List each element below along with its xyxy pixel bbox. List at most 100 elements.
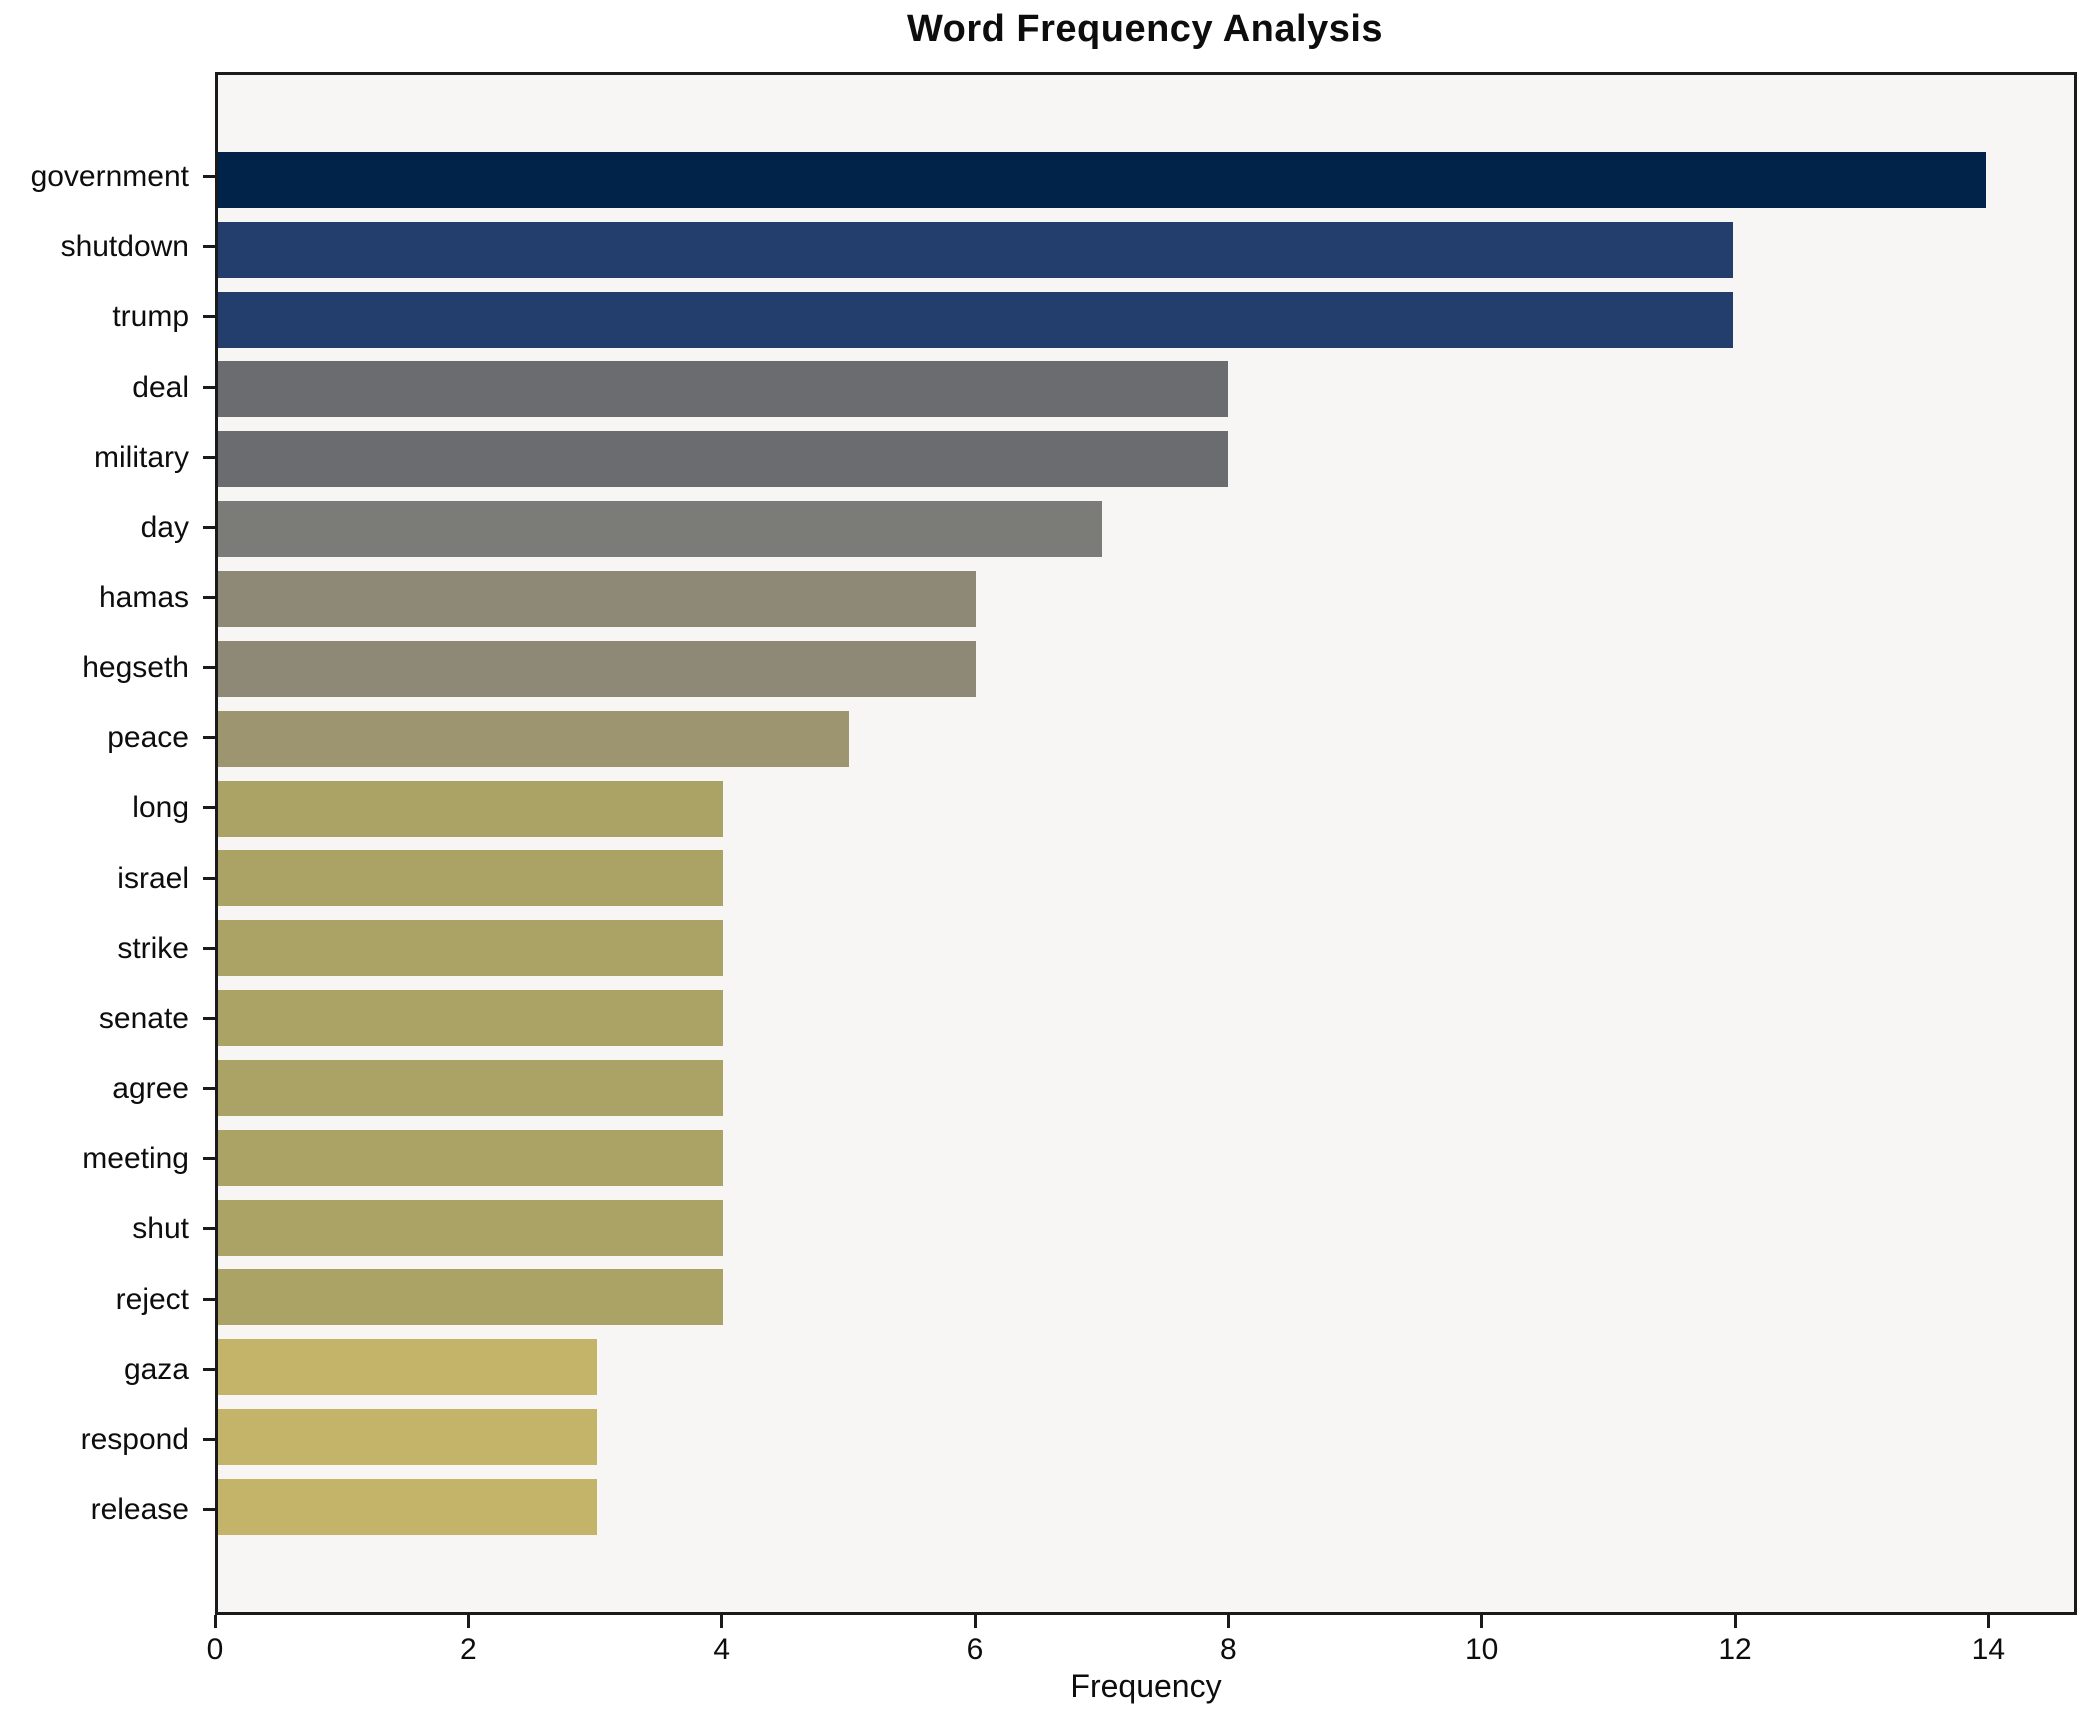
y-label-row: shutdown bbox=[0, 212, 215, 282]
bar-release bbox=[218, 1478, 597, 1535]
y-tick-mark bbox=[203, 1157, 215, 1161]
y-label-row: meeting bbox=[0, 1124, 215, 1194]
y-tick-label-agree: agree bbox=[112, 1072, 189, 1106]
x-tick-label-8: 8 bbox=[1219, 1633, 1237, 1666]
bar-hegseth bbox=[218, 640, 976, 697]
bar-row bbox=[218, 424, 2074, 494]
bar-long bbox=[218, 780, 724, 837]
x-tick-label-2: 2 bbox=[459, 1633, 477, 1666]
y-tick-label-trump: trump bbox=[112, 300, 189, 334]
y-tick-mark bbox=[203, 385, 215, 389]
y-tick-mark bbox=[203, 1087, 215, 1091]
y-label-row: reject bbox=[0, 1265, 215, 1335]
y-tick-label-government: government bbox=[30, 160, 189, 194]
bar-row bbox=[218, 564, 2074, 634]
bar-row bbox=[218, 843, 2074, 913]
x-tick-mark bbox=[466, 1615, 470, 1628]
y-tick-label-reject: reject bbox=[115, 1282, 189, 1316]
y-tick-label-shutdown: shutdown bbox=[60, 230, 189, 264]
bar-shut bbox=[218, 1199, 724, 1256]
bar-row bbox=[218, 774, 2074, 844]
bar-row bbox=[218, 1332, 2074, 1402]
y-tick-label-meeting: meeting bbox=[82, 1142, 189, 1176]
y-tick-label-peace: peace bbox=[107, 721, 189, 755]
bar-strike bbox=[218, 920, 724, 977]
bar-row bbox=[218, 634, 2074, 704]
y-tick-mark bbox=[203, 455, 215, 459]
y-label-row: day bbox=[0, 493, 215, 563]
x-tick-mark bbox=[1480, 1615, 1484, 1628]
bar-government bbox=[218, 151, 1986, 208]
y-label-row: shut bbox=[0, 1194, 215, 1264]
y-tick-mark bbox=[203, 1016, 215, 1020]
bars-layer bbox=[218, 75, 2074, 1612]
y-label-row: government bbox=[0, 142, 215, 212]
bar-shutdown bbox=[218, 221, 1734, 278]
y-tick-label-shut: shut bbox=[132, 1212, 189, 1246]
bar-row bbox=[218, 285, 2074, 355]
y-tick-label-hegseth: hegseth bbox=[82, 651, 189, 685]
y-tick-label-strike: strike bbox=[117, 931, 189, 965]
bar-row bbox=[218, 355, 2074, 425]
bar-row bbox=[218, 1193, 2074, 1263]
x-axis-title: Frequency bbox=[1070, 1668, 1222, 1704]
y-tick-mark bbox=[203, 666, 215, 670]
x-tick-mark bbox=[720, 1615, 724, 1628]
y-label-row: hegseth bbox=[0, 633, 215, 703]
y-tick-mark bbox=[203, 1297, 215, 1301]
x-tick-label-0: 0 bbox=[206, 1633, 224, 1666]
bar-reject bbox=[218, 1269, 724, 1326]
bar-gaza bbox=[218, 1339, 597, 1396]
x-tick-mark bbox=[1226, 1615, 1230, 1628]
bar-row bbox=[218, 1402, 2074, 1472]
y-label-row: release bbox=[0, 1475, 215, 1545]
bar-day bbox=[218, 501, 1102, 558]
x-axis: 0 2 4 6 8 10 12 14 bbox=[207, 1615, 2077, 1685]
x-tick-label-12: 12 bbox=[1718, 1633, 1752, 1666]
y-label-row: hamas bbox=[0, 563, 215, 633]
y-tick-label-release: release bbox=[90, 1493, 189, 1527]
y-tick-label-senate: senate bbox=[98, 1001, 189, 1035]
y-label-row: agree bbox=[0, 1054, 215, 1124]
y-tick-label-israel: israel bbox=[117, 861, 189, 895]
x-tick-mark bbox=[1733, 1615, 1737, 1628]
x-tick-mark bbox=[213, 1615, 217, 1628]
y-label-row: long bbox=[0, 773, 215, 843]
bar-trump bbox=[218, 291, 1734, 348]
bar-senate bbox=[218, 990, 724, 1047]
y-tick-label-gaza: gaza bbox=[123, 1352, 189, 1386]
y-tick-mark bbox=[203, 525, 215, 529]
x-tick-label-6: 6 bbox=[966, 1633, 984, 1666]
y-tick-mark bbox=[203, 1508, 215, 1512]
bar-hamas bbox=[218, 570, 976, 627]
y-label-row: trump bbox=[0, 282, 215, 352]
chart-title: Word Frequency Analysis bbox=[906, 8, 1384, 50]
y-label-row: israel bbox=[0, 844, 215, 914]
x-tick-mark bbox=[973, 1615, 977, 1628]
bar-row bbox=[218, 983, 2074, 1053]
plot-area bbox=[215, 72, 2077, 1615]
y-tick-label-deal: deal bbox=[132, 370, 189, 404]
y-tick-mark bbox=[203, 245, 215, 249]
y-tick-label-respond: respond bbox=[80, 1422, 189, 1456]
y-label-row: senate bbox=[0, 984, 215, 1054]
bar-row bbox=[218, 1053, 2074, 1123]
y-label-row: deal bbox=[0, 352, 215, 422]
y-label-row: strike bbox=[0, 914, 215, 984]
bar-meeting bbox=[218, 1129, 724, 1186]
bar-peace bbox=[218, 710, 850, 767]
y-tick-mark bbox=[203, 876, 215, 880]
bar-israel bbox=[218, 850, 724, 907]
bar-row bbox=[218, 1263, 2074, 1333]
y-tick-mark bbox=[203, 1227, 215, 1231]
y-tick-mark bbox=[203, 315, 215, 319]
y-tick-mark bbox=[203, 736, 215, 740]
bar-agree bbox=[218, 1059, 724, 1116]
bar-row bbox=[218, 145, 2074, 215]
y-tick-label-day: day bbox=[140, 510, 189, 544]
bar-row bbox=[218, 1472, 2074, 1542]
bar-row bbox=[218, 913, 2074, 983]
bar-row bbox=[218, 215, 2074, 285]
bar-respond bbox=[218, 1409, 597, 1466]
